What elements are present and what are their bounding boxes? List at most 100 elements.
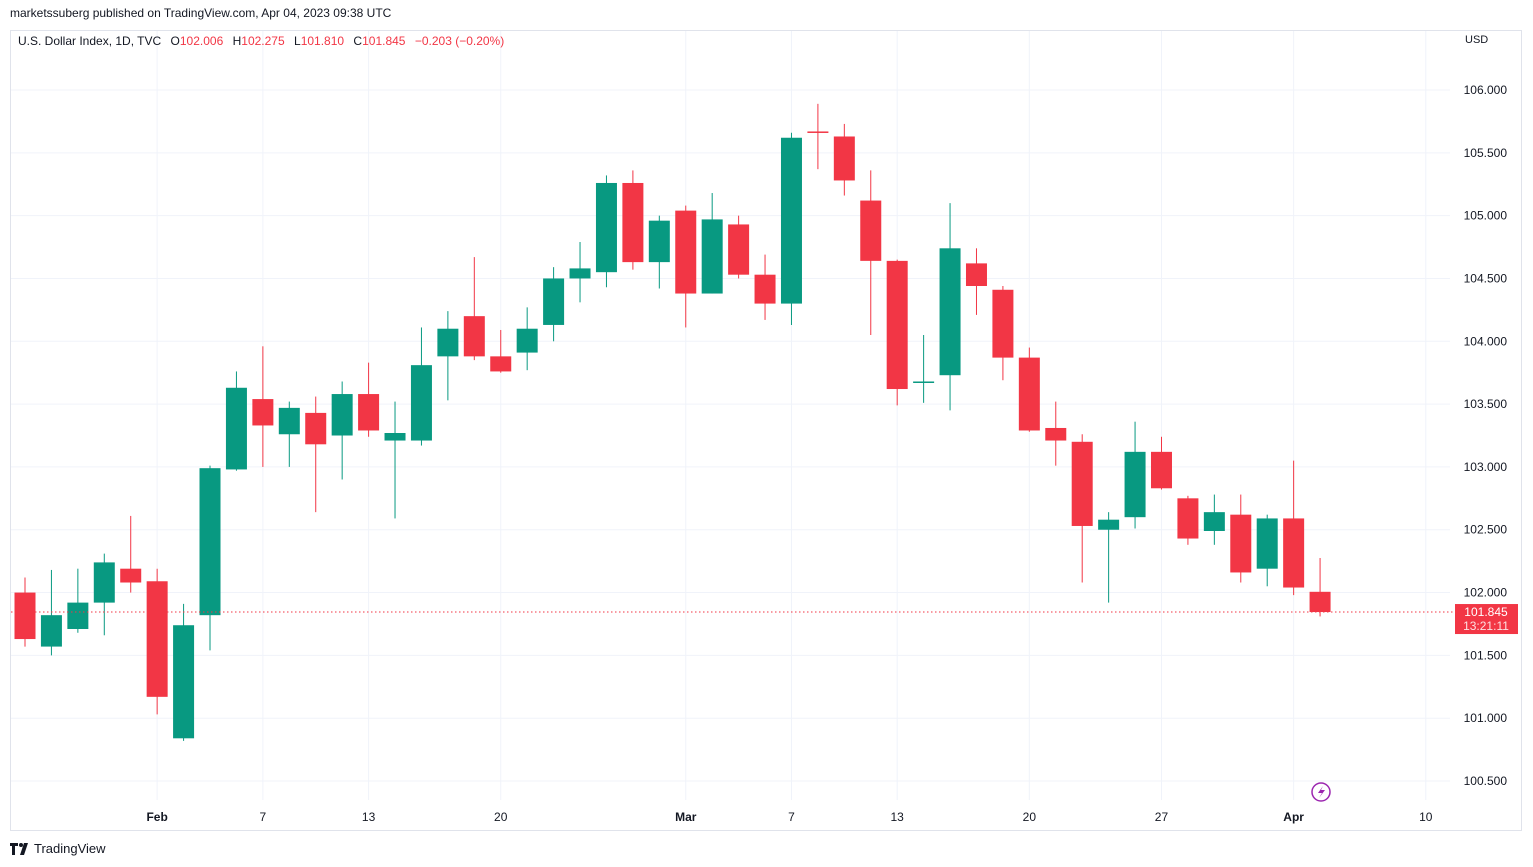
- candle-up: [939, 203, 961, 411]
- x-tick-label: 20: [494, 810, 508, 824]
- y-tick-label: 103.500: [1464, 397, 1508, 411]
- candle-body: [807, 131, 829, 133]
- y-tick-label: 101.500: [1464, 648, 1508, 662]
- candle-body: [14, 592, 36, 640]
- candle-body: [463, 316, 485, 357]
- x-tick-label: 10: [1419, 810, 1433, 824]
- candle-down: [1283, 460, 1305, 596]
- y-tick-label: 103.000: [1464, 460, 1508, 474]
- x-tick-label: Feb: [146, 810, 167, 824]
- candle-down: [807, 103, 829, 170]
- candle-body: [199, 468, 221, 616]
- candle-down: [1150, 436, 1172, 490]
- candle-down: [463, 257, 485, 361]
- y-tick-label: 104.000: [1464, 334, 1508, 348]
- candle-body: [410, 365, 432, 441]
- candle-body: [701, 219, 723, 294]
- candle-down: [754, 254, 776, 320]
- candle-down: [14, 577, 36, 647]
- candle-down: [120, 515, 142, 593]
- open-label: O: [170, 34, 180, 48]
- last-price-badge: [1455, 604, 1518, 635]
- candle-down: [1177, 495, 1199, 545]
- candle-down: [1018, 347, 1040, 432]
- candle-down: [1230, 494, 1252, 583]
- candle-body: [93, 562, 115, 603]
- candle-body: [595, 182, 617, 273]
- candle-body: [860, 200, 882, 261]
- candle-body: [67, 602, 89, 629]
- candle-body: [1018, 357, 1040, 431]
- candle-up: [437, 311, 459, 401]
- candle-body: [1098, 519, 1120, 530]
- currency-label[interactable]: USD: [1465, 34, 1489, 46]
- candle-up: [701, 193, 723, 294]
- candle-down: [675, 205, 697, 328]
- y-tick-label: 101.000: [1464, 711, 1508, 725]
- candle-down: [622, 170, 644, 270]
- candle-down: [992, 285, 1014, 381]
- close-label: C: [353, 34, 363, 48]
- lightning-icon[interactable]: [1311, 782, 1331, 802]
- candle-body: [965, 263, 987, 286]
- tradingview-brand[interactable]: TradingView: [10, 841, 106, 856]
- candle-up: [40, 569, 62, 656]
- candle-body: [1177, 498, 1199, 539]
- candle-body: [833, 136, 855, 181]
- candle-down: [833, 123, 855, 196]
- x-tick-label: 13: [891, 810, 905, 824]
- candle-down: [1071, 434, 1093, 583]
- candle-body: [146, 581, 168, 697]
- y-tick-label: 106.000: [1464, 83, 1508, 97]
- candle-body: [1150, 451, 1172, 489]
- candle-up: [543, 267, 565, 342]
- candle-down: [1045, 401, 1067, 466]
- y-tick-label: 102.500: [1464, 523, 1508, 537]
- candle-body: [305, 412, 327, 445]
- y-tick-label: 105.500: [1464, 146, 1508, 160]
- x-tick-label: 7: [260, 810, 267, 824]
- chart-frame[interactable]: [10, 30, 1522, 831]
- candle-body: [252, 399, 274, 426]
- high-label: H: [232, 34, 242, 48]
- candle-up: [516, 307, 538, 371]
- candle-body: [120, 568, 142, 583]
- candle-up: [780, 132, 802, 325]
- last-price-value: 101.845: [1464, 605, 1508, 619]
- candle-body: [225, 387, 247, 470]
- candle-body: [1309, 591, 1331, 613]
- candle-body: [675, 210, 697, 294]
- candle-body: [543, 278, 565, 325]
- candle-up: [1256, 514, 1278, 587]
- candle-up: [569, 242, 591, 303]
- candle-up: [1124, 421, 1146, 529]
- symbol-legend: U.S. Dollar Index, 1D, TVC O102.006 H102…: [18, 34, 504, 48]
- candle-body: [358, 394, 380, 431]
- candle-up: [913, 334, 935, 403]
- candle-up: [173, 603, 195, 741]
- candle-body: [648, 220, 670, 263]
- candle-body: [516, 328, 538, 353]
- candle-up: [67, 568, 89, 633]
- candle-body: [886, 260, 908, 390]
- y-tick-label: 100.500: [1464, 774, 1508, 788]
- x-tick-label: Apr: [1283, 810, 1304, 824]
- published-caption: marketssuberg published on TradingView.c…: [10, 6, 392, 20]
- candle-body: [1230, 514, 1252, 573]
- candle-down: [728, 215, 750, 279]
- candle-down: [146, 568, 168, 715]
- high-value: 102.275: [241, 34, 285, 48]
- candle-body: [1045, 427, 1067, 441]
- candle-up: [648, 215, 670, 289]
- candle-down: [358, 362, 380, 437]
- y-tick-label: 105.000: [1464, 209, 1508, 223]
- candle-up: [384, 401, 406, 519]
- x-tick-label: 7: [788, 810, 795, 824]
- candle-body: [1283, 518, 1305, 588]
- candle-body: [384, 432, 406, 441]
- candle-body: [728, 224, 750, 275]
- candle-body: [40, 615, 62, 647]
- countdown-timer: 13:21:11: [1463, 619, 1509, 633]
- candle-up: [331, 381, 353, 480]
